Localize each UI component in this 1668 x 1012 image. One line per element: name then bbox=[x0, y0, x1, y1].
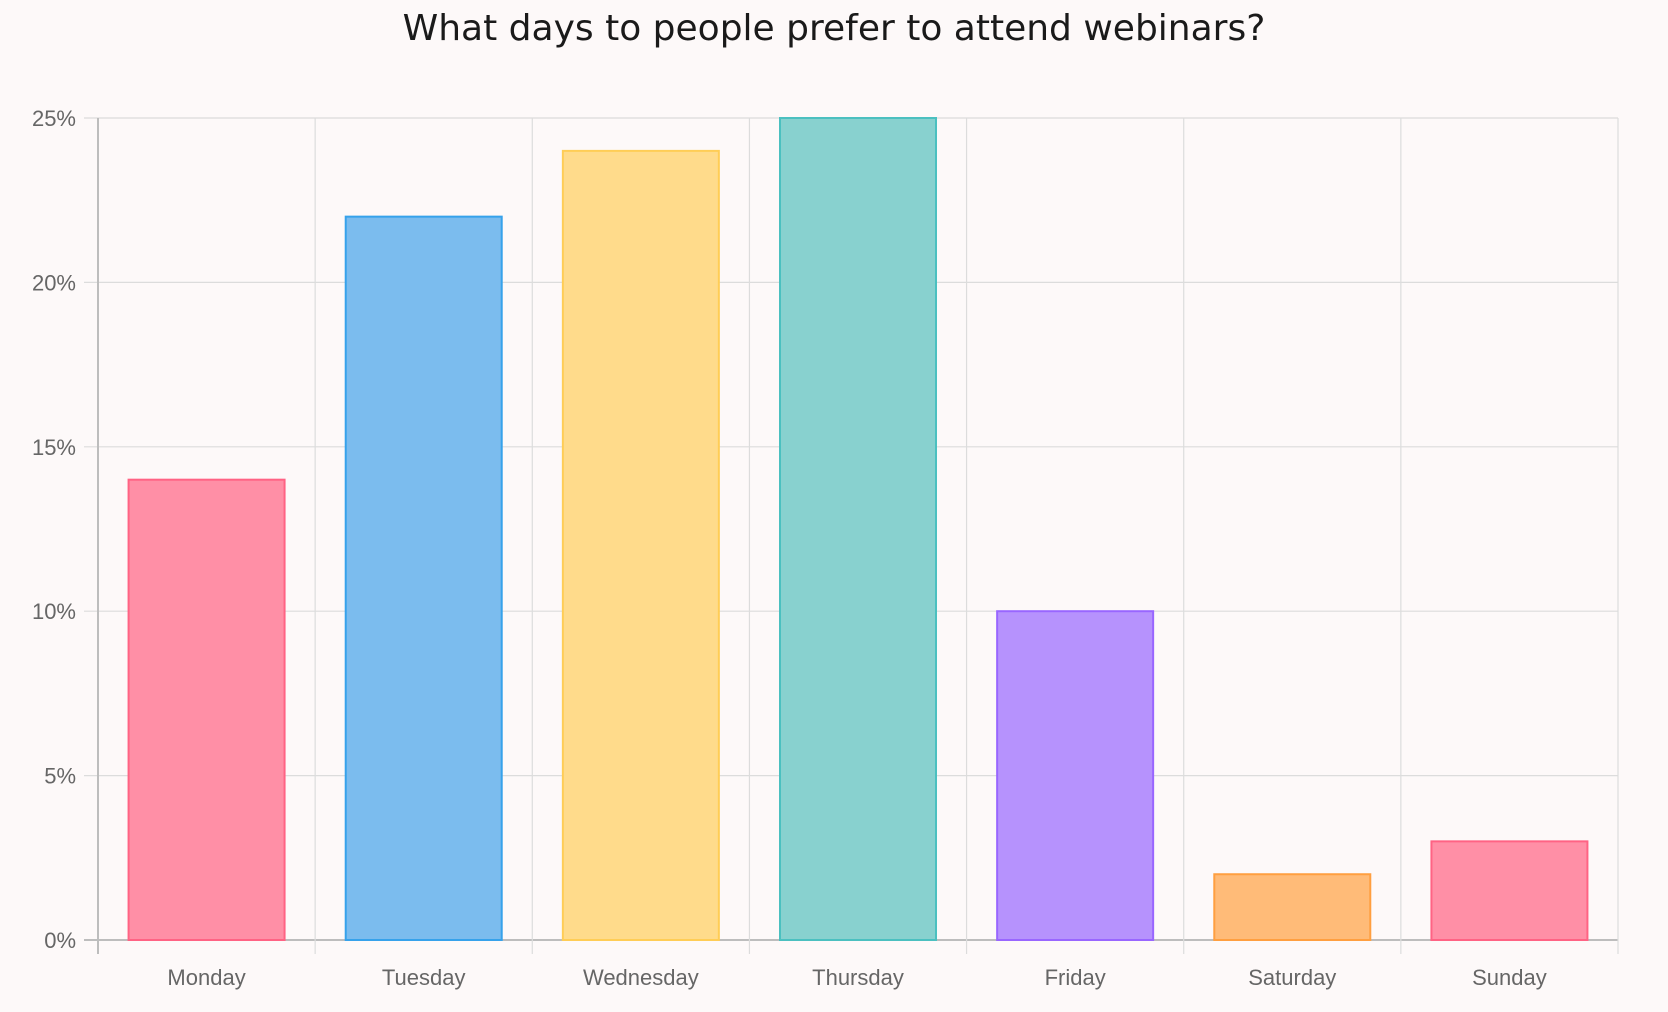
bar-saturday[interactable] bbox=[1213, 873, 1372, 941]
bar-thursday[interactable] bbox=[779, 117, 937, 941]
bar-friday[interactable] bbox=[996, 610, 1155, 941]
x-tick-label: Sunday bbox=[1472, 965, 1547, 990]
bar-monday[interactable] bbox=[127, 478, 286, 941]
y-tick-label: 10% bbox=[32, 599, 76, 624]
bar-tuesday[interactable] bbox=[344, 215, 503, 941]
y-tick-label: 25% bbox=[32, 106, 76, 131]
axis-layer: 0% 5% 10% 15% 20% 25% Monday Tuesday Wednesday Th… bbox=[32, 106, 1547, 990]
bar-layer bbox=[127, 117, 1589, 941]
bar-sunday[interactable] bbox=[1430, 840, 1589, 941]
chart-title: What days to people prefer to attend web… bbox=[402, 8, 1266, 49]
y-tick-label: 5% bbox=[44, 764, 76, 789]
x-tick-label: Friday bbox=[1045, 965, 1106, 990]
x-tick-label: Wednesday bbox=[583, 965, 699, 990]
x-tick-label: Thursday bbox=[812, 965, 904, 990]
y-tick-label: 0% bbox=[44, 928, 76, 953]
x-tick-label: Tuesday bbox=[382, 965, 466, 990]
y-tick-label: 15% bbox=[32, 435, 76, 460]
bar-wednesday[interactable] bbox=[561, 149, 720, 941]
y-tick-label: 20% bbox=[32, 270, 76, 295]
x-tick-label: Monday bbox=[167, 965, 245, 990]
x-tick-label: Saturday bbox=[1248, 965, 1336, 990]
